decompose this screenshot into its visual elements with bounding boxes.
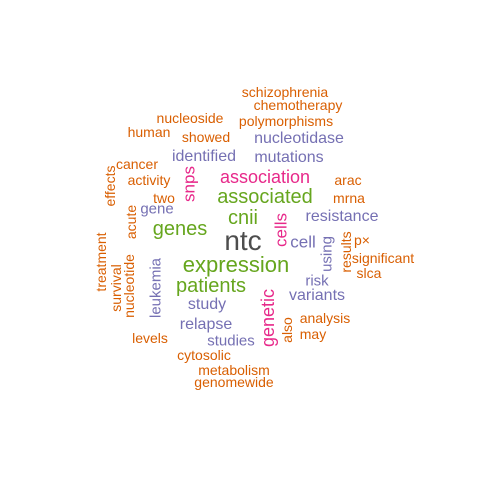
word-study: study <box>187 296 227 313</box>
word-schizophrenia: schizophrenia <box>241 84 329 100</box>
word-associated: associated <box>217 186 313 208</box>
word-cell: cell <box>290 232 316 252</box>
word-gene: gene <box>140 200 174 218</box>
word-effects: effects <box>102 165 118 207</box>
word-significant: significant <box>351 250 415 266</box>
word-relapse: relapse <box>179 316 233 333</box>
word-leukemia: leukemia <box>147 257 165 319</box>
word-polymorphisms: polymorphisms <box>238 113 334 129</box>
word-mutations: mutations <box>254 149 324 166</box>
word-slca: slca <box>356 265 382 281</box>
word-association: association <box>219 167 311 187</box>
word-nucleotidase: nucleotidase <box>254 130 344 147</box>
word-variants: variants <box>288 287 346 304</box>
word-arac: arac <box>334 172 362 188</box>
word-identified: identified <box>171 148 237 165</box>
word-may: may <box>299 326 327 342</box>
word-patients: patients <box>175 275 247 297</box>
word-resistance: resistance <box>305 208 379 225</box>
word-acute: acute <box>123 204 139 240</box>
word-chemotherapy: chemotherapy <box>253 97 343 113</box>
word-mrna: mrna <box>333 190 365 206</box>
word-nucleoside: nucleoside <box>156 110 224 126</box>
word-cells: cells <box>271 212 291 248</box>
word-p-: p× <box>354 232 370 248</box>
word-analysis: analysis <box>299 310 351 326</box>
word-genetic: genetic <box>258 288 278 348</box>
word-genomewide: genomewide <box>194 374 274 390</box>
word-treatment: treatment <box>93 232 109 292</box>
word-studies: studies <box>207 332 255 350</box>
word-risk: risk <box>305 272 329 290</box>
word-levels: levels <box>132 330 168 346</box>
word-showed: showed <box>181 129 231 145</box>
word-ntc: ntc <box>224 225 262 256</box>
word-cnii: cnii <box>227 207 259 229</box>
word-two: two <box>153 190 175 206</box>
word-using: using <box>318 236 336 272</box>
word-human: human <box>127 124 171 140</box>
word-snps: snps <box>179 166 199 202</box>
word-also: also <box>279 317 295 343</box>
word-activity: activity <box>127 172 171 188</box>
word-cancer: cancer <box>115 156 159 172</box>
word-nucleotide: nucleotide <box>121 254 137 318</box>
word-cytosolic: cytosolic <box>177 347 231 363</box>
word-genes: genes <box>152 218 208 240</box>
word-metabolism: metabolism <box>198 362 270 378</box>
word-expression: expression <box>182 252 290 277</box>
